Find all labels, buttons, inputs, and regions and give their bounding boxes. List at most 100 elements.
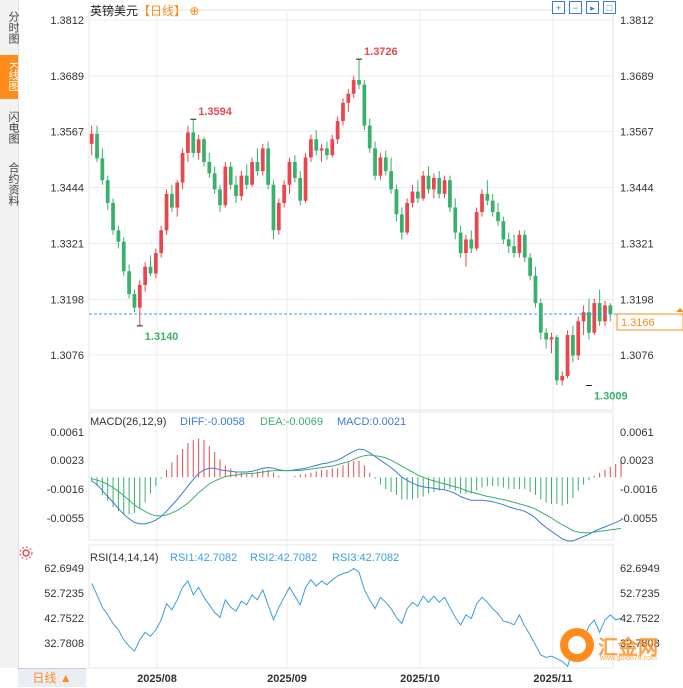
candle <box>533 266 538 308</box>
candle <box>228 162 233 190</box>
candle <box>474 207 479 251</box>
candle-body <box>453 207 458 233</box>
candle <box>517 230 522 258</box>
candle-body <box>357 80 361 85</box>
candle <box>496 202 500 226</box>
macd-title: MACD(26,12,9) <box>90 416 166 428</box>
tab-0[interactable]: 分时图 <box>7 10 19 44</box>
price-tick-right-6: 1.3076 <box>620 350 654 362</box>
candle-body <box>89 133 94 144</box>
candle-body <box>276 202 281 231</box>
macd-tick-right-0: 0.0061 <box>620 427 654 439</box>
rsi3-label: RSI3:42.7082 <box>332 552 399 564</box>
candle-body <box>432 177 436 190</box>
price-tick-right-5: 1.3198 <box>620 294 654 306</box>
panel-frame-0 <box>88 9 614 411</box>
price-tick-right-1: 1.3689 <box>620 71 654 83</box>
macd-dea-line <box>91 454 622 534</box>
candle-body <box>415 191 420 199</box>
candle-body <box>287 162 292 185</box>
candle-body <box>448 180 452 208</box>
candle-body <box>255 162 260 172</box>
candle-body <box>325 148 329 156</box>
candle-body <box>132 294 137 308</box>
candle <box>250 157 254 188</box>
rsi-tick-right-3: 32.7808 <box>620 638 660 650</box>
candle <box>464 234 468 267</box>
tab-1[interactable]: K线图 <box>0 55 19 99</box>
candle <box>560 371 565 386</box>
candle <box>415 180 420 203</box>
candle-body <box>587 312 591 333</box>
candle <box>581 305 586 335</box>
candle-body <box>148 266 153 274</box>
candle-body <box>186 132 190 153</box>
candle-body <box>95 133 99 159</box>
period-label[interactable]: 【日线】 <box>138 4 187 18</box>
x-tick-label-1: 2025/09 <box>267 673 307 685</box>
period-selector-button[interactable]: 日线 ▲ <box>18 668 86 687</box>
macd-dea-label: DEA:-0.0069 <box>260 416 323 428</box>
candle-body <box>458 232 463 254</box>
candle-body <box>111 202 115 231</box>
candle-body <box>410 191 415 203</box>
price-tick-left-6: 1.3076 <box>50 350 84 362</box>
candle <box>325 141 329 160</box>
candle <box>432 173 436 199</box>
candle <box>501 216 506 244</box>
candle <box>351 75 356 99</box>
candle <box>287 157 292 194</box>
candle-body <box>180 152 185 183</box>
candle <box>592 298 597 335</box>
candle-body <box>581 312 586 322</box>
candle-body <box>389 171 393 190</box>
play-icon[interactable]: ▸ <box>586 1 599 14</box>
candle <box>95 125 99 163</box>
rsi-tick-right-0: 62.6949 <box>620 563 660 575</box>
candle-body <box>383 157 388 172</box>
candle <box>597 289 602 326</box>
candle-body <box>378 157 383 176</box>
candle-body <box>565 334 570 376</box>
zoom-in-icon[interactable]: + <box>552 1 565 14</box>
candle <box>522 230 527 263</box>
side-tabs: 分时图 K线图闪电图合约资料 <box>0 0 19 668</box>
macd-diff-line <box>91 448 622 542</box>
add-indicator-icon[interactable]: ⊕ <box>189 4 200 18</box>
candle <box>405 198 410 235</box>
candle-body <box>346 93 351 103</box>
candle-body <box>309 139 313 158</box>
tab-3[interactable]: 合约资料 <box>7 162 19 206</box>
price-tick-left-1: 1.3689 <box>50 71 84 83</box>
candle <box>571 325 575 363</box>
candle <box>244 164 249 190</box>
candle <box>132 289 137 313</box>
candle-body <box>303 157 308 201</box>
candle-body <box>597 303 602 322</box>
fullscreen-icon[interactable]: □ <box>603 1 616 14</box>
rsi-tick-left-1: 52.7235 <box>44 588 84 600</box>
annotation-label-2: 1.3140 <box>145 331 179 343</box>
macd-panel: MACD(26,12,9) DIFF:-0.0058 DEA:-0.0069 MACD… <box>90 416 622 542</box>
candle-body <box>517 234 522 254</box>
annotation-label-3: 1.3009 <box>594 390 628 402</box>
price-tick-right-2: 1.3567 <box>620 127 654 139</box>
current-price-arrow-icon <box>676 308 683 313</box>
candle-body <box>490 200 495 213</box>
candle <box>512 234 516 258</box>
x-tick-label-3: 2025/11 <box>533 673 572 685</box>
candle-body <box>501 221 506 240</box>
chart-toolbar: + − ▸ □ <box>552 1 616 14</box>
candle-body <box>506 239 511 247</box>
candle <box>282 180 287 208</box>
price-tick-left-0: 1.3812 <box>50 15 84 27</box>
zoom-out-icon[interactable]: − <box>569 1 582 14</box>
tab-2[interactable]: 闪电图 <box>7 110 19 144</box>
annotation-label-0: 1.3594 <box>198 106 233 118</box>
candle <box>442 175 447 199</box>
candle-body <box>170 193 174 208</box>
macd-macd-label: MACD:0.0021 <box>337 416 406 428</box>
rsi-tick-right-2: 42.7522 <box>620 613 660 625</box>
candle-body <box>244 175 249 185</box>
